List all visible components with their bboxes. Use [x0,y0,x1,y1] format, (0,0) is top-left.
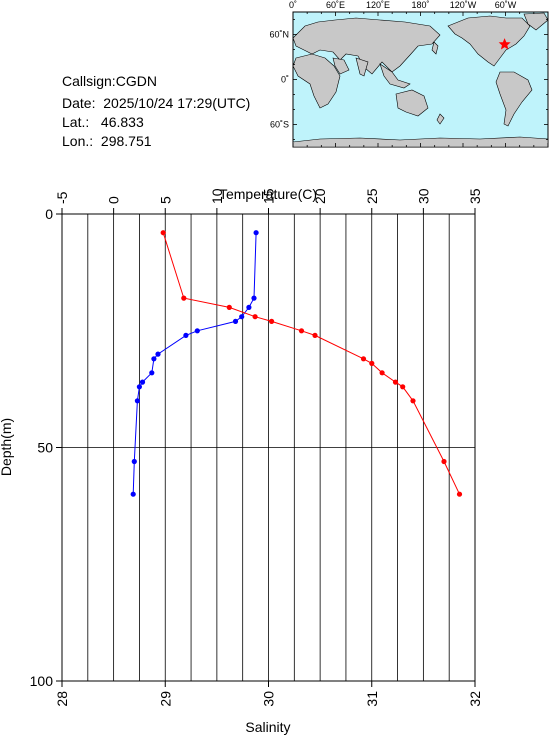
top-axis-tick-label: 20 [312,188,328,204]
temperature-point [251,295,257,301]
bottom-axis-tick-label: 29 [157,691,173,707]
temperature-point [155,351,161,357]
grid [62,214,475,681]
callsign-label: Callsign: [62,73,116,89]
land-southeast-asia [379,63,411,89]
map-lon-tick-label: 0˚ [289,0,297,10]
temperature-point [130,491,136,497]
salinity-point [226,304,232,310]
salinity-point [298,328,305,334]
station-marker [498,38,511,50]
map-lon-tick-label: 180˚ [411,0,429,10]
lon-label: Lon.: [62,133,94,149]
bottom-axis-tick-label: 28 [54,691,70,707]
top-axis-tick-label: 0 [106,196,122,204]
land-north-america [447,15,531,67]
land-africa [292,53,341,109]
salinity-point [252,314,258,320]
map-lon-tick-label: 120˚E [366,0,390,10]
salinity-point [181,295,187,301]
salinity-point [441,458,447,465]
bottom-axis-tick-label: 32 [467,691,483,707]
callsign-value: CGDN [115,73,157,89]
location-map: 0˚ 60˚E 120˚E 180˚ 120˚W 60˚W 60˚N 0˚ 60˚S [269,0,549,148]
map-lon-tick-label: 120˚W [450,0,477,10]
y-axis-tick-label: 100 [30,673,54,689]
lon-line: Lon.: 298.751 [62,133,152,150]
top-axis-tick-label: 30 [415,188,431,204]
map-border-ticks [292,12,549,147]
land-south-america [495,71,533,127]
salinity-point [410,398,416,404]
temperature-line [132,232,257,495]
temperature-point [246,304,252,310]
bottom-axis-tick-label: 31 [364,691,380,707]
salinity-point [269,318,275,324]
date-label: Date: [62,95,96,111]
land-japan [431,41,439,55]
top-axis-tick-label: 15 [261,188,277,204]
salinity-line [162,232,460,495]
map-lon-tick-label: 60˚E [326,0,345,10]
callsign-line: Callsign:CGDN [62,73,157,90]
map-lat-tick-label: 0˚ [281,75,289,85]
top-axis-tick-label: 35 [467,188,483,204]
bottom-axis-tick-label: 30 [261,691,277,707]
temperature-point [134,398,140,404]
bottom-axis-label: Salinity [245,719,290,735]
temperature-point [149,370,155,376]
temperature-point [183,332,189,338]
y-axis-label: Depth(m) [0,418,14,476]
top-axis-tick-label: -5 [54,191,70,204]
salinity-point [312,332,318,338]
temperature-point [136,384,142,390]
lon-value: 298.751 [100,133,152,149]
top-axis-tick-label: 10 [209,188,225,204]
salinity-point [360,356,367,362]
map-land [292,12,549,148]
date-value: 2025/10/24 17:29(UTC) [103,95,251,111]
land-europe-asia [292,17,441,75]
lat-label: Lat.: [62,114,90,130]
temperature-point [139,379,146,385]
salinity-point [379,370,385,376]
top-axis-label: Temperature(C) [219,186,317,202]
temperature-point [232,318,239,324]
y-axis-tick-label: 50 [37,440,53,456]
land-new-zealand [436,113,445,125]
land-australia [395,89,429,117]
map-lon-tick-label: 60˚W [495,0,517,10]
temperature-point [194,328,200,334]
salinity-point [392,379,399,385]
temperature-point [151,356,157,362]
temperature-point [253,230,259,236]
land-india [355,57,369,77]
salinity-point [160,230,166,236]
salinity-point [400,384,406,390]
y-axis-tick-label: 0 [45,206,53,222]
date-line: Date: 2025/10/24 17:29(UTC) [62,95,250,112]
lat-value: 46.833 [100,114,144,130]
land-greenland [523,12,549,31]
temperature-point [131,458,137,465]
series [130,230,463,497]
lat-line: Lat.: 46.833 [62,114,144,131]
map-lat-tick-label: 60˚N [269,30,289,40]
land-arabia [332,57,350,75]
salinity-point [456,491,463,497]
top-axis-tick-label: 25 [364,188,380,204]
map-lat-tick-label: 60˚S [270,120,289,130]
top-axis-tick-label: 5 [157,196,173,204]
salinity-point [369,360,375,366]
temperature-point [239,314,245,320]
